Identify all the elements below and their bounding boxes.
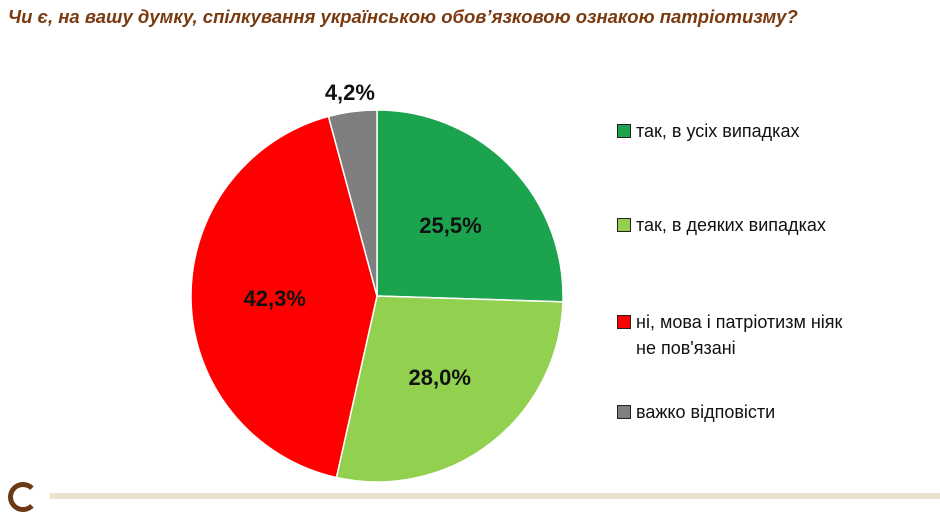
legend-item-some-cases: так, в деяких випадках: [617, 212, 937, 238]
legend-label: важко відповісти: [636, 402, 776, 422]
legend-label: ні, мова і патріотизм ніяк не пов'язані: [636, 312, 843, 358]
legend-item-not-related: ні, мова і патріотизм ніяк не пов'язані: [617, 309, 937, 361]
slice-some-cases: [335, 295, 564, 483]
slice-label-hard-to-say: 4,2%: [325, 80, 375, 105]
legend-item-all-cases: так, в усіх випадках: [617, 118, 937, 144]
slice-not-related: [190, 115, 378, 479]
legend-item-hard-to-say: важко відповісти: [617, 399, 937, 425]
legend-swatch: [617, 405, 631, 419]
chart-title: Чи є, на вашу думку, спілкування українс…: [8, 6, 798, 27]
bottom-band: [50, 493, 940, 499]
pie-chart: 25,5% 28,0% 42,3% 4,2%: [190, 80, 564, 483]
slice-label-not-related: 42,3%: [244, 286, 306, 311]
legend-label: так, в деяких випадках: [636, 215, 826, 235]
slice-label-some-cases: 28,0%: [409, 365, 471, 390]
legend-swatch: [617, 315, 631, 329]
slice-label-all-cases: 25,5%: [419, 213, 481, 238]
slice-hard-to-say: [327, 109, 378, 297]
logo-mark: [8, 482, 38, 512]
slice-all-cases: [376, 109, 564, 303]
legend-label: так, в усіх випадках: [636, 121, 800, 141]
legend-swatch: [617, 124, 631, 138]
legend-swatch: [617, 218, 631, 232]
